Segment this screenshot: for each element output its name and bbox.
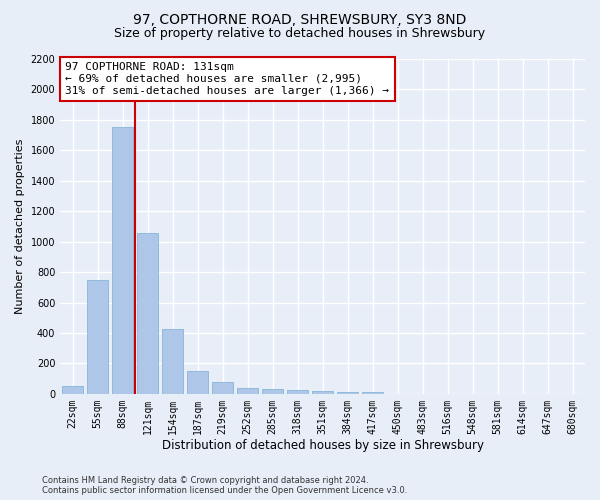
Bar — [112, 128, 133, 394]
Bar — [262, 388, 283, 394]
Bar — [87, 280, 108, 394]
Bar — [62, 386, 83, 394]
Bar — [212, 382, 233, 394]
Bar — [287, 390, 308, 394]
Bar — [137, 232, 158, 394]
Bar — [187, 371, 208, 394]
Bar — [312, 391, 333, 394]
Bar — [162, 329, 183, 394]
Text: Contains HM Land Registry data © Crown copyright and database right 2024.
Contai: Contains HM Land Registry data © Crown c… — [42, 476, 407, 495]
Y-axis label: Number of detached properties: Number of detached properties — [15, 138, 25, 314]
Text: 97 COPTHORNE ROAD: 131sqm
← 69% of detached houses are smaller (2,995)
31% of se: 97 COPTHORNE ROAD: 131sqm ← 69% of detac… — [65, 62, 389, 96]
Bar — [362, 392, 383, 394]
Text: 97, COPTHORNE ROAD, SHREWSBURY, SY3 8ND: 97, COPTHORNE ROAD, SHREWSBURY, SY3 8ND — [133, 12, 467, 26]
X-axis label: Distribution of detached houses by size in Shrewsbury: Distribution of detached houses by size … — [161, 440, 484, 452]
Bar — [337, 392, 358, 394]
Text: Size of property relative to detached houses in Shrewsbury: Size of property relative to detached ho… — [115, 28, 485, 40]
Bar — [237, 388, 258, 394]
